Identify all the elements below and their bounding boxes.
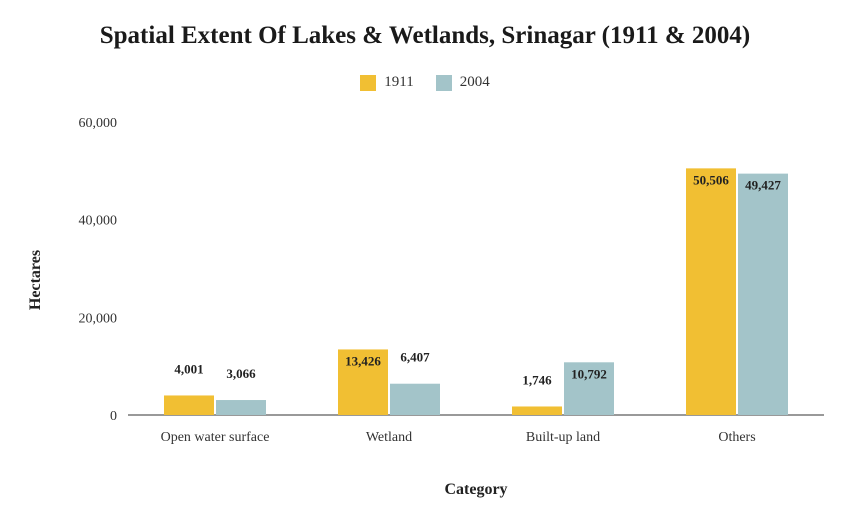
data-label: 49,427	[745, 178, 781, 193]
y-tick-label: 20,000	[79, 311, 118, 326]
bar-2004-open-water-surface	[216, 400, 266, 415]
data-label: 3,066	[226, 366, 256, 381]
legend-label-1911: 1911	[384, 74, 414, 90]
y-tick-label: 0	[110, 409, 117, 424]
bar-2004-wetland	[390, 383, 440, 415]
x-tick-label: Wetland	[366, 430, 412, 445]
legend-item-1911: 1911	[360, 74, 414, 91]
y-axis-ticks: 0 20,000 40,000 60,000	[79, 116, 118, 424]
bar-2004-built-up-land	[564, 362, 614, 415]
bar-1911-wetland	[338, 349, 388, 415]
bars	[164, 168, 788, 415]
x-axis-title: Category	[444, 481, 507, 498]
x-tick-label: Others	[718, 430, 755, 445]
legend-item-2004: 2004	[435, 74, 490, 91]
chart-title: Spatial Extent Of Lakes & Wetlands, Srin…	[99, 22, 751, 49]
x-axis-ticks: Open water surface Wetland Built-up land Ot…	[161, 430, 756, 445]
bar-1911-open-water-surface	[164, 395, 214, 415]
data-label: 4,001	[174, 361, 203, 376]
legend: 1911 2004	[0, 74, 850, 91]
y-axis-title: Hectares	[27, 250, 44, 310]
x-tick-label: Open water surface	[161, 430, 270, 445]
y-tick-label: 40,000	[79, 214, 118, 229]
x-tick-label: Built-up land	[526, 430, 600, 445]
data-label: 1,746	[522, 372, 552, 387]
legend-swatch-2004	[435, 74, 452, 91]
data-label: 13,426	[345, 353, 381, 368]
data-labels: 4,001 3,066 13,426 6,407 1,746 10,792 50,506 49…	[174, 172, 781, 387]
legend-label-2004: 2004	[459, 74, 490, 90]
y-tick-label: 60,000	[79, 116, 118, 131]
data-label: 6,407	[400, 350, 430, 365]
legend-swatch-1911	[360, 74, 377, 91]
bar-2004-others	[738, 173, 788, 415]
data-label: 50,506	[693, 172, 729, 187]
data-label: 10,792	[571, 366, 607, 381]
bar-1911-others	[686, 168, 736, 415]
bar-1911-built-up-land	[512, 406, 562, 415]
